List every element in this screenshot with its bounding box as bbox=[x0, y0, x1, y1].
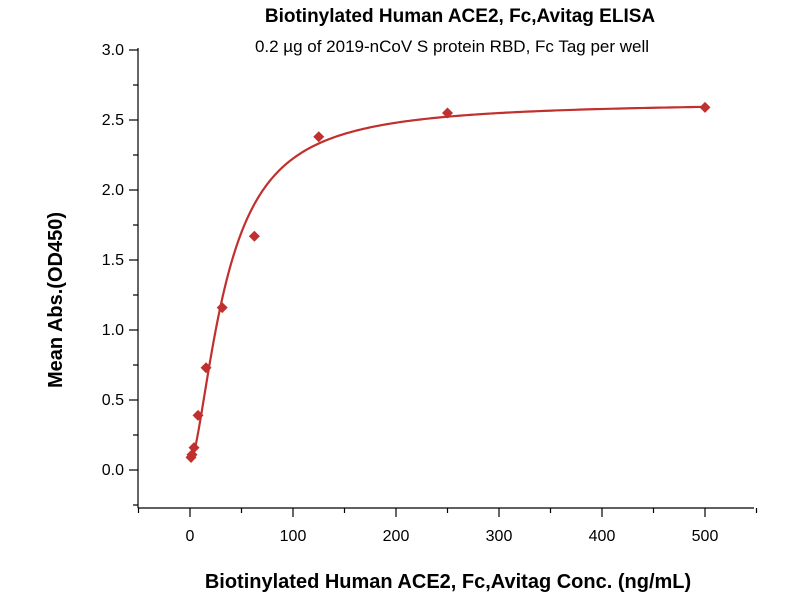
data-point bbox=[313, 131, 325, 143]
data-point bbox=[248, 230, 260, 242]
x-tick-label: 400 bbox=[589, 528, 616, 545]
chart-subtitle: 0.2 µg of 2019-nCoV S protein RBD, Fc Ta… bbox=[255, 37, 649, 56]
chart-title: Biotinylated Human ACE2, Fc,Avitag ELISA bbox=[265, 6, 656, 27]
y-tick-label: 3.0 bbox=[102, 42, 124, 59]
x-axis-ticks: 0 100 200 300 400 500 bbox=[137, 508, 758, 545]
y-tick-label: 0.5 bbox=[102, 392, 124, 409]
x-tick-label: 300 bbox=[486, 528, 513, 545]
plot-area bbox=[185, 101, 711, 463]
y-tick-label: 1.5 bbox=[102, 252, 124, 269]
y-tick-label: 1.0 bbox=[102, 322, 124, 339]
x-tick-label: 100 bbox=[280, 528, 307, 545]
x-axis-label: Biotinylated Human ACE2, Fc,Avitag Conc.… bbox=[205, 571, 691, 593]
x-tick-label: 200 bbox=[383, 528, 410, 545]
y-axis-label: Mean Abs.(OD450) bbox=[45, 212, 67, 388]
x-tick-label: 500 bbox=[692, 528, 719, 545]
data-point bbox=[216, 302, 228, 314]
data-point bbox=[188, 442, 200, 454]
y-axis-ticks: 0.0 0.5 1.0 1.5 2.0 2.5 3.0 bbox=[102, 42, 138, 506]
data-point bbox=[699, 101, 711, 113]
x-tick-label: 0 bbox=[186, 528, 195, 545]
y-tick-label: 2.5 bbox=[102, 112, 124, 129]
data-point bbox=[200, 362, 212, 374]
y-tick-label: 0.0 bbox=[102, 462, 124, 479]
data-point bbox=[442, 107, 453, 119]
y-tick-label: 2.0 bbox=[102, 182, 124, 199]
data-point bbox=[192, 409, 204, 421]
fit-curve bbox=[190, 105, 706, 463]
